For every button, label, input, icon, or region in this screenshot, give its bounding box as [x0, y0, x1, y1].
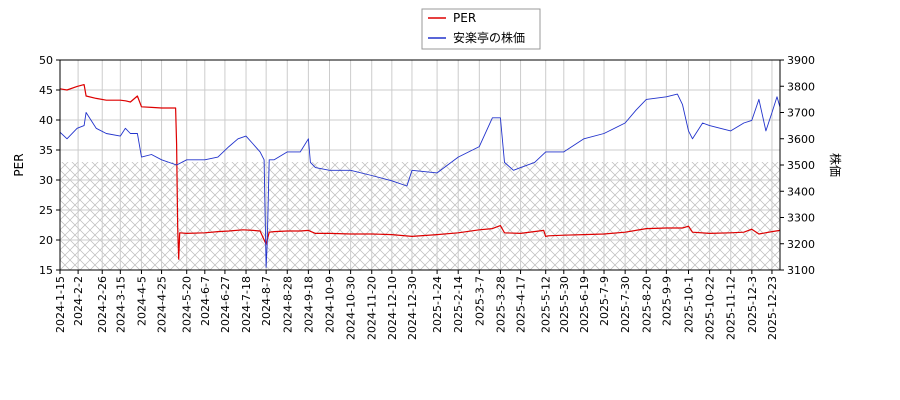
y-right-tick-label: 3500 — [787, 159, 815, 172]
y-right-tick-label: 3200 — [787, 238, 815, 251]
y-left-tick-label: 40 — [39, 114, 53, 127]
x-tick-label: 2024-12-10 — [386, 276, 399, 340]
y-right-tick-label: 3100 — [787, 264, 815, 277]
x-tick-label: 2025-10-1 — [682, 276, 695, 333]
x-tick-label: 2024-8-7 — [260, 276, 273, 326]
y-axis-left-label: PER — [12, 153, 26, 176]
x-tick-label: 2025-4-17 — [515, 276, 528, 333]
x-axis: 2024-1-15 2024-2-2 2024-2-26 2024-3-15 2024-… — [54, 270, 779, 340]
y-left-tick-label: 50 — [39, 54, 53, 67]
y-right-tick-label: 3800 — [787, 80, 815, 93]
x-tick-label: 2025-1-24 — [431, 276, 444, 333]
x-tick-label: 2025-5-30 — [558, 276, 571, 333]
x-tick-label: 2024-5-20 — [181, 276, 194, 333]
legend-per-label: PER — [453, 11, 476, 25]
x-tick-label: 2025-6-19 — [578, 276, 591, 333]
x-tick-label: 2025-7-30 — [619, 276, 632, 333]
legend-price-label: 安楽亭の株価 — [453, 30, 525, 45]
x-tick-label: 2024-10-9 — [323, 276, 336, 333]
x-tick-label: 2025-2-14 — [452, 276, 465, 333]
y-right-tick-label: 3700 — [787, 107, 815, 120]
x-tick-label: 2025-3-28 — [494, 276, 507, 333]
x-tick-label: 2024-12-30 — [406, 276, 419, 340]
series-lines — [59, 83, 781, 268]
y-axis-right: 3100 3200 3300 3400 3500 3600 3700 3800 3900 — [780, 54, 815, 277]
y-axis-left: 15 20 25 30 35 40 45 50 — [39, 54, 60, 277]
hatch-band — [60, 162, 780, 270]
x-tick-label: 2025-11-12 — [725, 276, 738, 340]
x-tick-label: 2024-1-15 — [54, 276, 67, 333]
series-price-line — [59, 93, 781, 268]
x-tick-label: 2024-10-30 — [345, 276, 358, 340]
y-right-tick-label: 3600 — [787, 133, 815, 146]
y-right-tick-label: 3300 — [787, 212, 815, 225]
x-tick-label: 2025-12-23 — [766, 276, 779, 340]
y-right-tick-label: 3400 — [787, 185, 815, 198]
x-tick-label: 2025-12-3 — [746, 276, 759, 333]
x-tick-label: 2025-9-9 — [660, 276, 673, 326]
y-left-tick-label: 15 — [39, 264, 53, 277]
y-left-tick-label: 45 — [39, 84, 53, 97]
x-tick-label: 2024-7-18 — [240, 276, 253, 333]
y-left-tick-label: 30 — [39, 174, 53, 187]
series-per-line — [59, 83, 781, 260]
x-tick-label: 2024-4-5 — [135, 276, 148, 326]
x-tick-label: 2025-7-9 — [598, 276, 611, 326]
y-axis-right-label: 株価 — [828, 153, 843, 177]
x-tick-label: 2024-3-15 — [114, 276, 127, 333]
x-tick-label: 2024-2-2 — [72, 276, 85, 326]
x-tick-label: 2024-4-25 — [156, 276, 169, 333]
y-left-tick-label: 20 — [39, 234, 53, 247]
legend: PER 安楽亭の株価 — [421, 8, 541, 50]
x-tick-label: 2024-2-26 — [96, 276, 109, 333]
x-tick-label: 2025-10-22 — [704, 276, 717, 340]
x-tick-label: 2024-11-20 — [366, 276, 379, 340]
x-tick-label: 2024-9-18 — [302, 276, 315, 333]
legend-box — [421, 8, 541, 50]
x-tick-label: 2024-6-7 — [199, 276, 212, 326]
y-left-tick-label: 35 — [39, 144, 53, 157]
x-tick-label: 2025-3-7 — [473, 276, 486, 326]
y-left-tick-label: 25 — [39, 204, 53, 217]
x-tick-label: 2025-8-20 — [640, 276, 653, 333]
x-tick-label: 2024-6-27 — [219, 276, 232, 333]
x-tick-label: 2025-5-12 — [540, 276, 553, 333]
x-tick-label: 2024-8-28 — [281, 276, 294, 333]
y-right-tick-label: 3900 — [787, 54, 815, 67]
